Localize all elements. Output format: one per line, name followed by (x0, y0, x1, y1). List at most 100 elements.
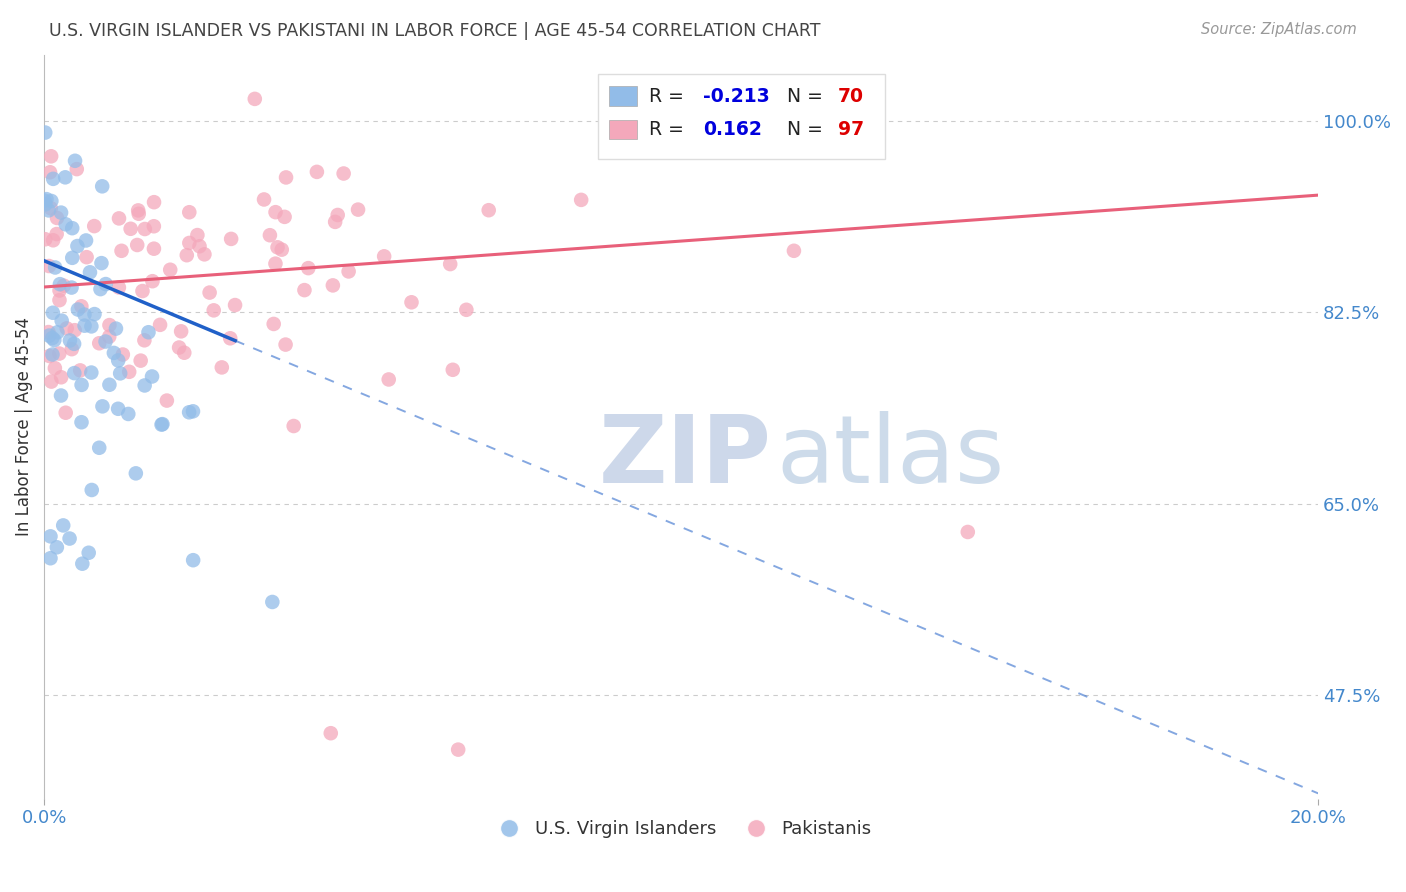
Point (76, 250, 98, 264)
Point (198, 285, 221, 300)
Point (253, 193, 276, 207)
Point (73, 318, 96, 333)
Point (179, 405, 201, 419)
Point (149, 318, 172, 332)
Text: Source: ZipAtlas.com: Source: ZipAtlas.com (1201, 22, 1357, 37)
Point (104, 321, 127, 335)
Point (39, 529, 62, 543)
FancyBboxPatch shape (609, 120, 637, 139)
Point (478, 203, 501, 218)
Point (63, 366, 86, 380)
Point (41, 194, 63, 208)
Point (127, 203, 149, 218)
Text: R =: R = (650, 87, 690, 105)
Point (332, 167, 354, 181)
Point (48, 293, 70, 307)
Point (219, 232, 242, 246)
Point (46, 211, 69, 225)
Point (89, 282, 111, 296)
Point (73, 308, 96, 322)
Point (63, 323, 86, 337)
Text: 97: 97 (838, 120, 863, 139)
Point (94, 277, 117, 291)
Point (35, 192, 58, 206)
Point (179, 235, 201, 250)
Point (34, 197, 56, 211)
Point (322, 278, 344, 293)
Point (98, 329, 121, 343)
Point (141, 274, 163, 288)
Point (98, 377, 121, 392)
Point (70, 377, 93, 392)
Point (44, 260, 66, 275)
Point (38, 259, 60, 273)
Point (42, 306, 65, 320)
Point (297, 261, 319, 276)
Text: ZIP: ZIP (599, 410, 770, 503)
Point (173, 345, 195, 359)
Text: atlas: atlas (776, 410, 1005, 503)
Point (127, 238, 149, 252)
Point (170, 324, 193, 338)
Point (141, 369, 163, 384)
Point (63, 336, 86, 351)
Point (89, 441, 111, 455)
Point (38, 203, 60, 218)
Point (80, 319, 103, 334)
Point (456, 302, 478, 317)
Point (186, 228, 208, 243)
Point (274, 337, 297, 351)
Point (70, 415, 93, 429)
Text: N =: N = (787, 87, 828, 105)
Point (90, 256, 112, 270)
Point (305, 165, 328, 179)
Point (150, 417, 173, 432)
Point (94, 334, 117, 349)
Text: N =: N = (787, 120, 828, 139)
Point (167, 341, 190, 355)
Point (45, 227, 67, 241)
Point (347, 202, 370, 217)
Point (46, 326, 69, 340)
Point (273, 210, 295, 224)
Point (98, 318, 121, 332)
Point (37, 325, 59, 339)
Point (51, 313, 73, 327)
Point (75, 234, 97, 248)
Point (956, 524, 979, 539)
Point (38, 328, 60, 343)
Point (52, 518, 75, 533)
Point (441, 363, 464, 377)
Point (211, 360, 233, 375)
Point (270, 243, 292, 257)
Point (181, 553, 204, 567)
Point (80, 483, 103, 497)
Point (120, 221, 142, 235)
Point (131, 284, 153, 298)
Point (41, 347, 63, 361)
Point (179, 205, 201, 219)
Point (569, 193, 592, 207)
Point (243, 92, 266, 106)
Point (159, 262, 181, 277)
Point (66, 162, 89, 177)
Point (129, 353, 152, 368)
Point (48, 346, 70, 360)
Point (152, 417, 174, 431)
Point (111, 347, 134, 361)
Point (188, 239, 211, 253)
Point (66, 302, 89, 317)
Point (39, 201, 62, 215)
Point (219, 331, 242, 345)
Point (80, 366, 103, 380)
Point (262, 595, 284, 609)
Point (60, 280, 83, 294)
Point (110, 244, 132, 258)
Point (60, 342, 83, 356)
Point (264, 257, 287, 271)
Point (44, 333, 66, 347)
Point (41, 375, 63, 389)
Point (49, 388, 72, 402)
Point (143, 195, 166, 210)
Point (59, 334, 82, 348)
